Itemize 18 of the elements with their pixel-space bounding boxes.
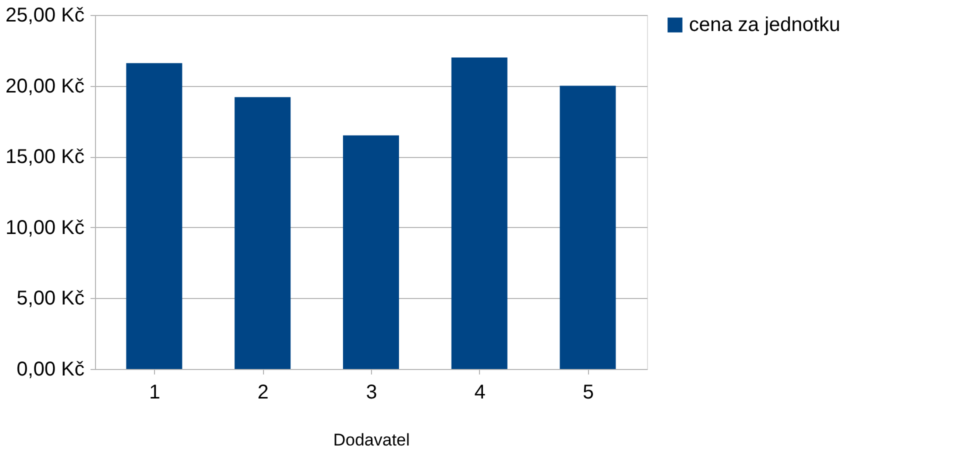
x-axis-title: Dodavatel: [333, 430, 410, 450]
y-tick-label: 0,00 Kč: [16, 358, 84, 380]
y-tick-label: 10,00 Kč: [6, 216, 84, 239]
y-tick-label: 25,00 Kč: [6, 4, 84, 26]
x-tick-label: 1: [149, 382, 160, 404]
bar: [343, 135, 399, 369]
bar: [234, 97, 291, 369]
y-tick-label: 15,00 Kč: [6, 146, 84, 168]
bar: [451, 57, 508, 369]
x-tick-label: 4: [474, 382, 486, 404]
y-tick-label: 20,00 Kč: [6, 75, 84, 98]
bar: [126, 63, 182, 369]
x-tick-label: 2: [258, 382, 269, 404]
x-tick-label: 5: [582, 382, 594, 404]
y-tick-label: 5,00 Kč: [16, 288, 84, 310]
bar: [560, 86, 616, 369]
x-tick-label: 3: [366, 382, 378, 404]
legend-label: cena za jednotku: [689, 14, 840, 36]
